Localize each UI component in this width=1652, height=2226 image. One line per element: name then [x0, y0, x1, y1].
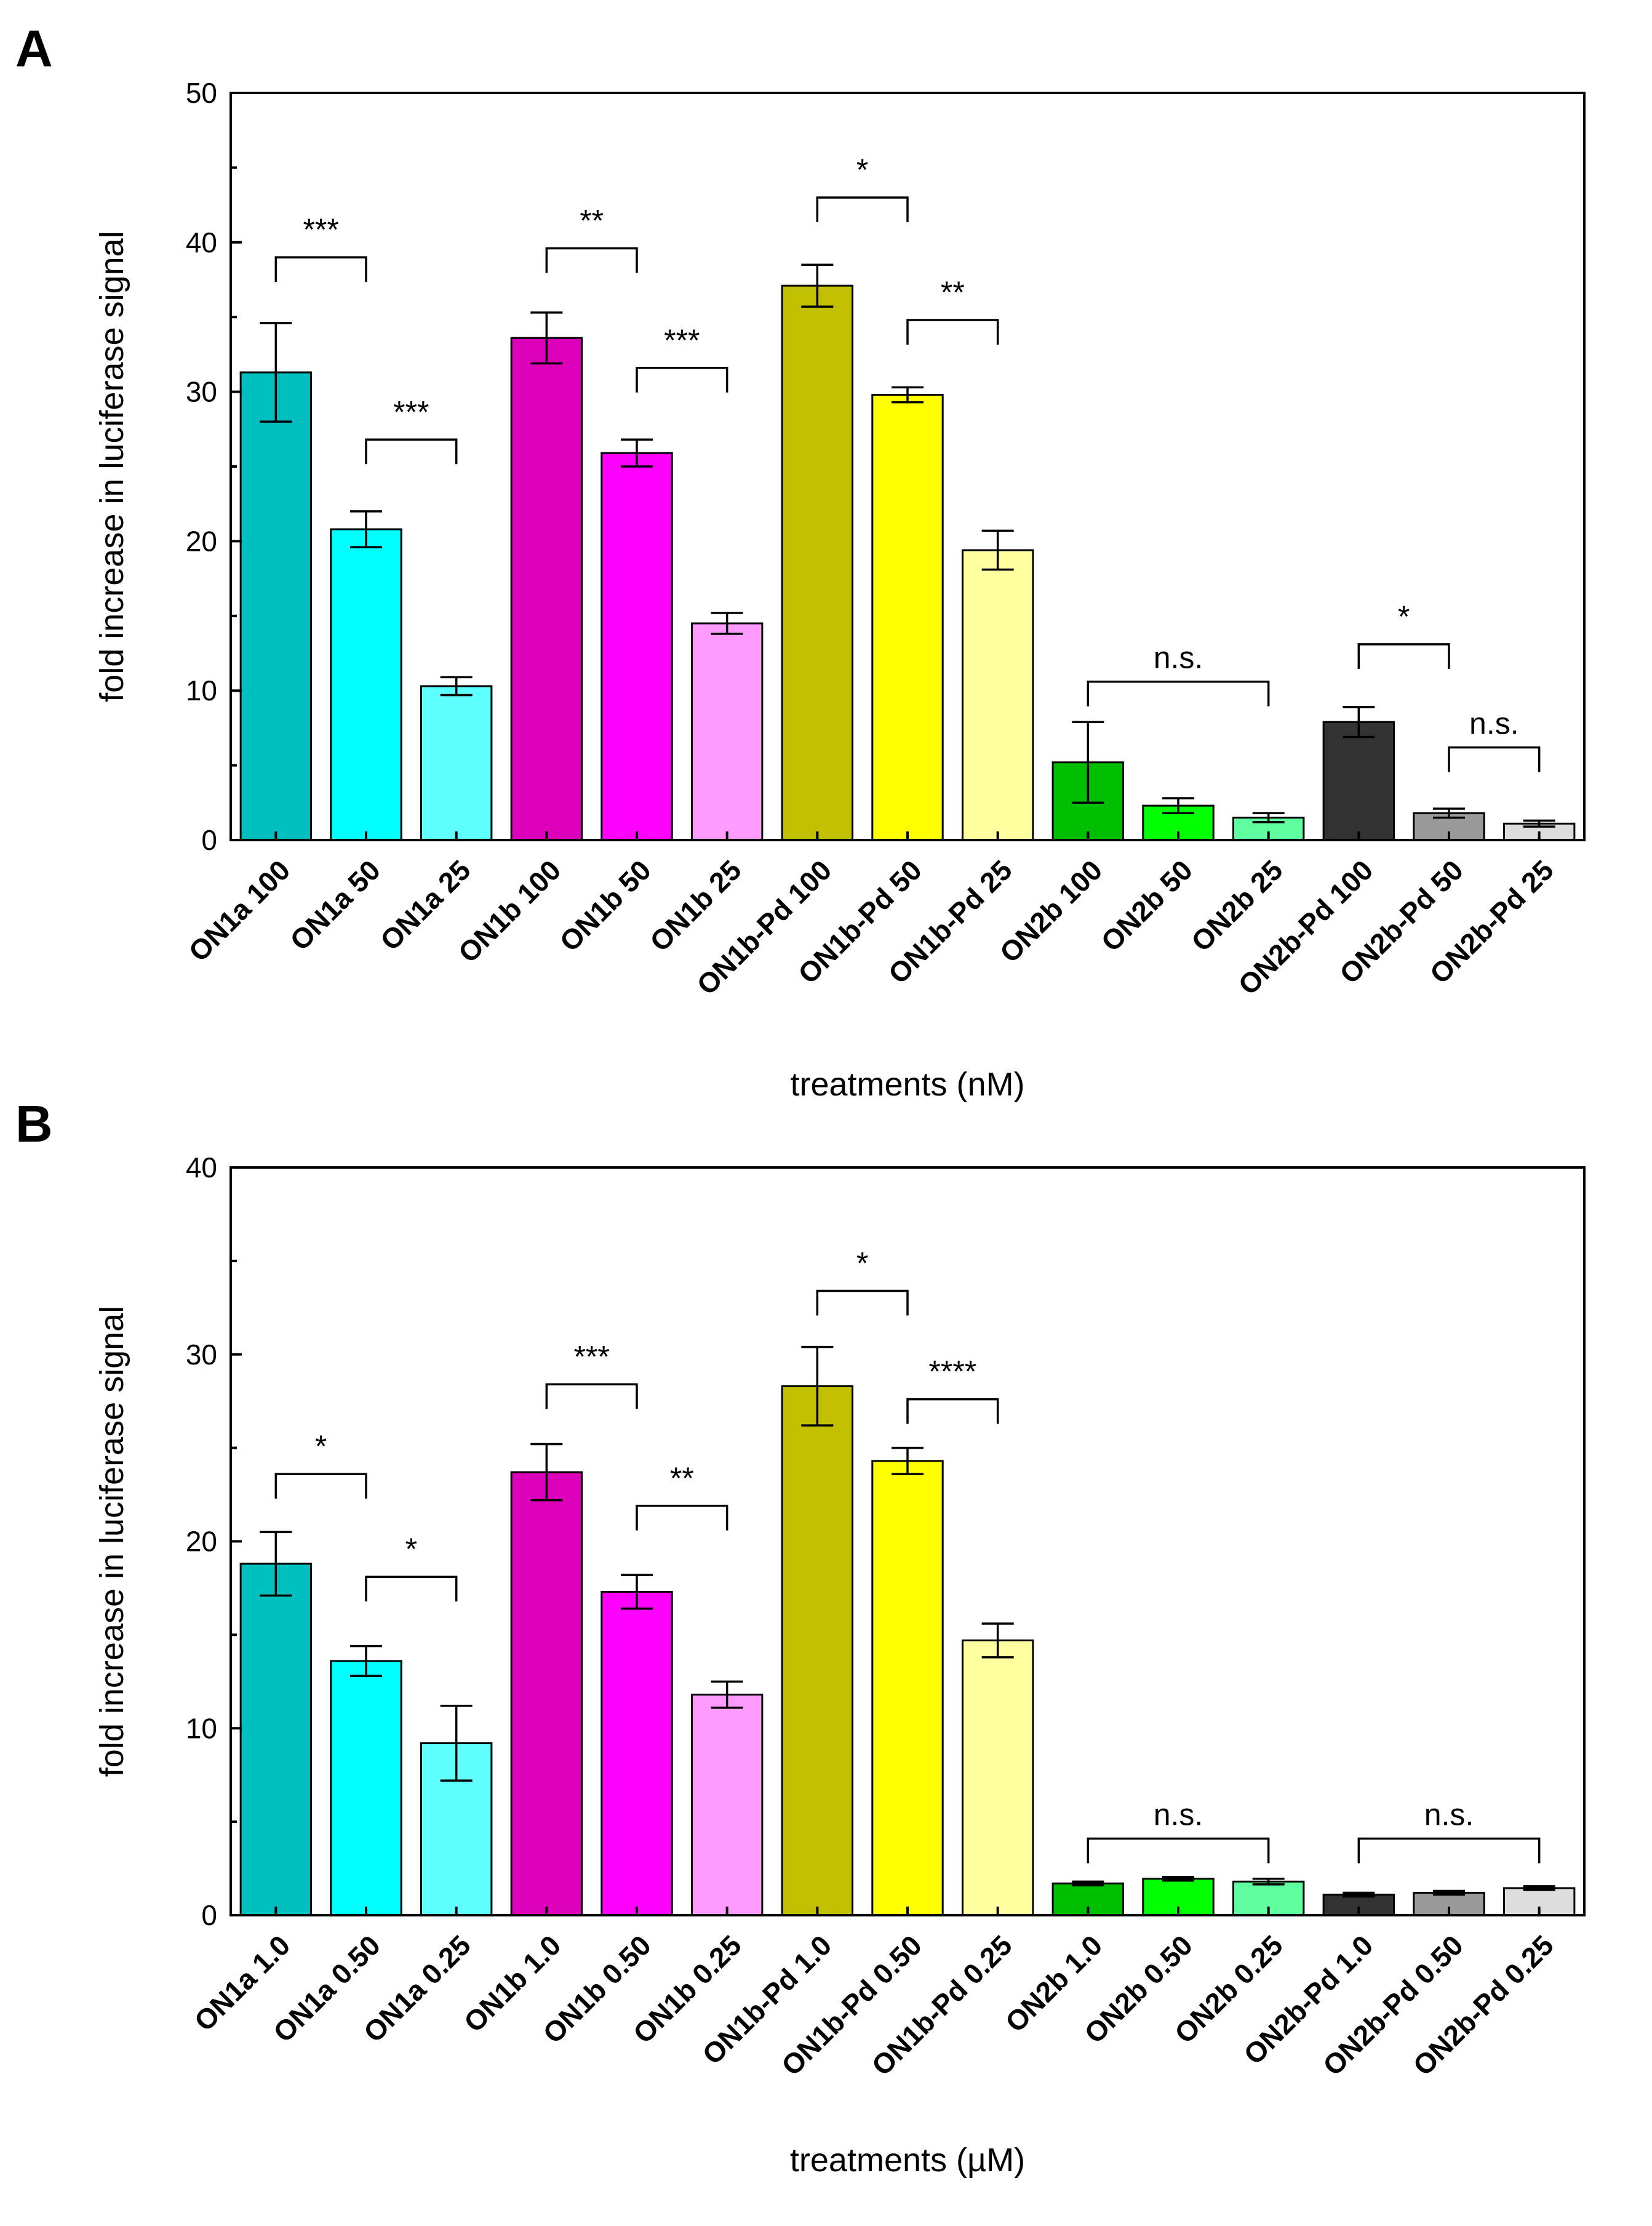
- y-axis-title: fold increase in luciferase signal: [94, 1306, 130, 1777]
- bar: [601, 452, 673, 841]
- bar: [239, 371, 313, 841]
- significance-label: *: [405, 1532, 417, 1566]
- x-axis-title: treatments (µM): [790, 2142, 1025, 2179]
- bar: [781, 1385, 854, 1916]
- bar: [330, 528, 402, 841]
- significance-label: n.s.: [1154, 641, 1203, 675]
- y-tick-label: 20: [186, 1526, 217, 1558]
- bar: [871, 1460, 944, 1916]
- significance-label: n.s.: [1154, 1797, 1203, 1832]
- panel-label: B: [15, 1095, 53, 1153]
- y-axis-title: fold increase in luciferase signal: [94, 231, 130, 702]
- significance-label: ***: [393, 394, 429, 429]
- significance-label: *: [1398, 599, 1410, 634]
- significance-label: ***: [573, 1339, 609, 1374]
- y-tick-label: 0: [201, 824, 217, 856]
- significance-label: **: [580, 204, 604, 238]
- significance-bracket: [906, 1398, 999, 1424]
- significance-bracket: [1087, 1837, 1270, 1864]
- bar: [420, 685, 493, 841]
- bar: [330, 1660, 402, 1916]
- y-tick-label: 20: [186, 525, 217, 557]
- bar: [1232, 1880, 1305, 1916]
- significance-label: **: [670, 1461, 694, 1495]
- bar: [510, 1471, 583, 1916]
- y-tick-label: 10: [186, 675, 217, 707]
- bar: [781, 284, 854, 841]
- significance-label: ***: [303, 212, 338, 247]
- x-tick-label: ON1a 100: [182, 854, 296, 967]
- significance-bracket: [1087, 680, 1270, 707]
- panel-label: A: [15, 20, 53, 78]
- bar: [961, 549, 1034, 841]
- bar: [601, 1591, 673, 1916]
- significance-bracket: [1357, 643, 1450, 669]
- bar: [871, 393, 944, 841]
- significance-bracket: [816, 196, 909, 222]
- significance-bracket: [636, 367, 728, 393]
- bar: [961, 1639, 1034, 1916]
- significance-label: *: [856, 153, 868, 187]
- y-tick-label: 30: [186, 376, 217, 408]
- bar: [690, 1694, 764, 1916]
- significance-label: n.s.: [1424, 1797, 1474, 1832]
- significance-bracket: [274, 256, 367, 282]
- significance-label: n.s.: [1469, 706, 1519, 740]
- significance-bracket: [274, 1473, 367, 1499]
- significance-bracket: [545, 247, 638, 273]
- bar: [690, 622, 764, 841]
- significance-label: ***: [664, 323, 700, 358]
- significance-label: ****: [928, 1355, 976, 1389]
- significance-bracket: [545, 1383, 638, 1409]
- x-tick-label: ON2b 50: [1095, 854, 1199, 958]
- significance-bracket: [906, 319, 999, 345]
- bar: [1322, 721, 1395, 841]
- significance-bracket: [1357, 1837, 1541, 1864]
- y-tick-label: 10: [186, 1712, 217, 1744]
- x-axis-title: treatments (nM): [790, 1066, 1024, 1103]
- significance-bracket: [365, 1575, 458, 1602]
- x-tick-label: ON1a 50: [284, 854, 386, 956]
- significance-bracket: [636, 1505, 728, 1531]
- significance-label: *: [315, 1429, 327, 1463]
- y-tick-label: 40: [186, 1151, 217, 1183]
- x-tick-label: ON1b 50: [553, 854, 657, 958]
- significance-bracket: [816, 1289, 909, 1316]
- y-tick-label: 0: [201, 1899, 217, 1931]
- significance-label: *: [856, 1246, 868, 1280]
- significance-bracket: [1448, 746, 1541, 772]
- significance-label: **: [941, 275, 965, 310]
- y-tick-label: 40: [186, 226, 217, 258]
- bar: [510, 337, 583, 841]
- significance-bracket: [365, 438, 458, 465]
- y-tick-label: 50: [186, 77, 217, 109]
- bar: [239, 1563, 313, 1916]
- y-tick-label: 30: [186, 1339, 217, 1371]
